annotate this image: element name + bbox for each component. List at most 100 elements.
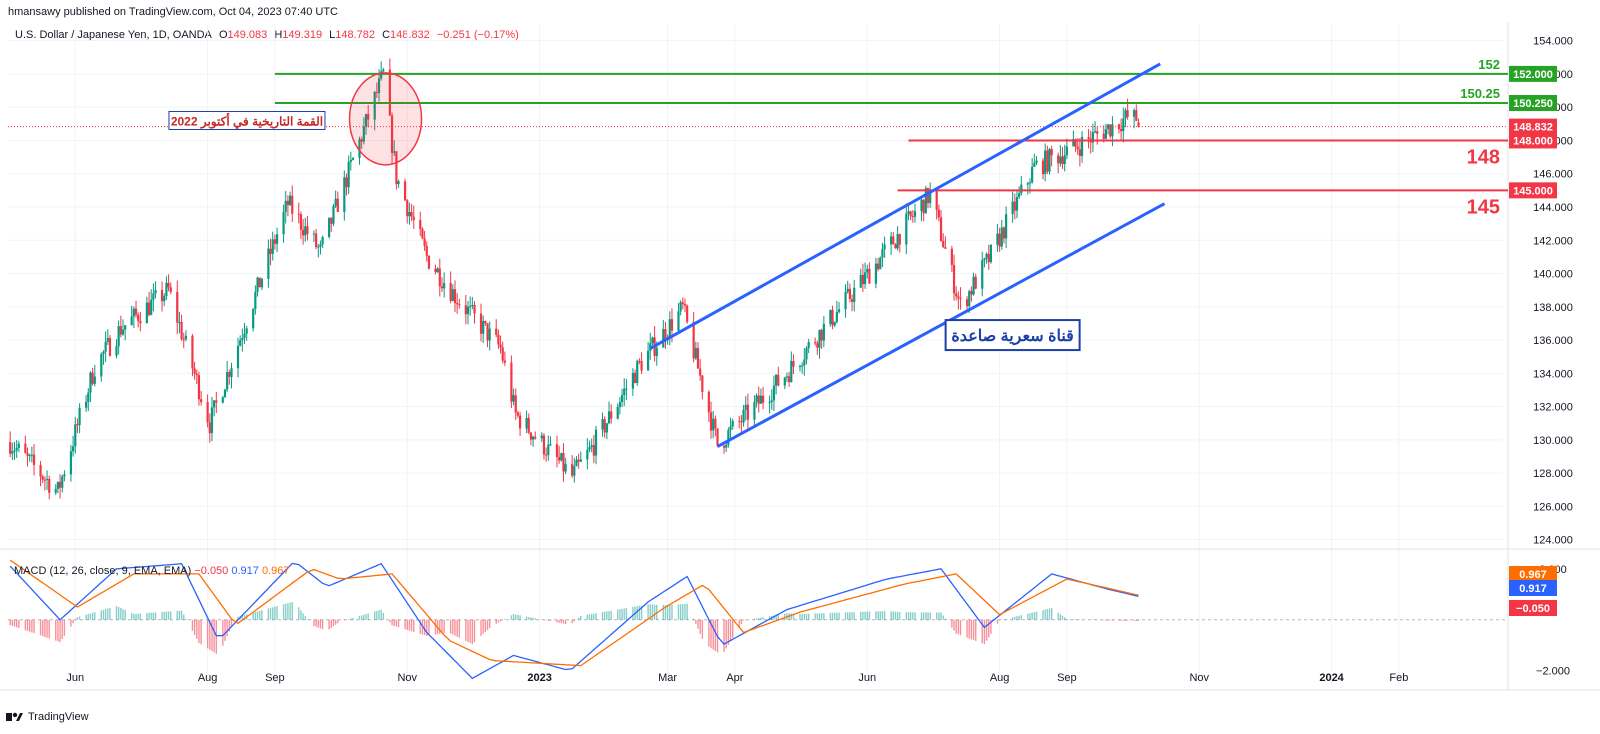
macd-last-label: −0.050	[1516, 603, 1550, 615]
candle-body	[853, 287, 856, 302]
candle-body	[883, 244, 886, 250]
candle-body	[545, 454, 548, 456]
candle-body	[41, 476, 44, 480]
candle-body	[334, 198, 337, 206]
candle-body	[1057, 155, 1060, 164]
candle-body	[833, 321, 836, 326]
candle-body	[74, 424, 77, 447]
candle-body	[299, 214, 303, 230]
candle-body	[54, 488, 57, 493]
candle-body	[668, 319, 671, 338]
published-info: hmansawy published on TradingView.com, O…	[8, 6, 338, 18]
candle-body	[562, 453, 565, 472]
macd-y-tick-label: −2.000	[1536, 666, 1570, 678]
candle-body	[336, 198, 339, 212]
candle-body	[393, 151, 396, 153]
x-tick-label: Apr	[726, 672, 743, 684]
candle-body	[876, 263, 880, 270]
candle-body	[375, 92, 378, 94]
candle-body	[184, 335, 188, 340]
candle-body	[1102, 133, 1105, 139]
candle-body	[1104, 129, 1108, 139]
candle-body	[1087, 137, 1090, 139]
candle-body	[26, 452, 29, 456]
candle-body	[69, 451, 73, 475]
candle-body	[167, 282, 170, 288]
candle-body	[108, 338, 112, 356]
candle-body	[1028, 182, 1032, 184]
candle-body	[890, 236, 893, 245]
level-text: 150.25	[1460, 86, 1500, 101]
tradingview-logo-icon	[6, 712, 23, 721]
candle-body	[269, 248, 272, 254]
candle-body	[701, 375, 704, 392]
candle-body	[983, 258, 986, 261]
level-axis-label: 148.000	[1513, 135, 1553, 147]
candle-body	[549, 444, 552, 446]
candle-body	[61, 476, 64, 488]
y-tick-label: 140.000	[1533, 269, 1573, 281]
candle-body	[230, 368, 233, 377]
y-tick-label: 128.000	[1533, 468, 1573, 480]
candle-body	[920, 199, 923, 212]
candle-body	[351, 157, 355, 160]
level-axis-badge	[1509, 65, 1557, 82]
y-tick-label: 126.000	[1533, 501, 1573, 513]
candle-body	[677, 311, 680, 331]
level-axis-badge	[1509, 95, 1557, 112]
candle-body	[907, 211, 910, 214]
candle-body	[775, 374, 778, 386]
candle-body	[753, 401, 756, 420]
candle-body	[939, 217, 943, 241]
candle-body	[1074, 139, 1077, 147]
candle-body	[317, 246, 320, 248]
candle-body	[601, 419, 604, 430]
candle-body	[124, 325, 127, 330]
channel-annotation-box	[944, 319, 1081, 352]
x-tick-label: Nov	[1189, 672, 1209, 684]
candle-body	[469, 306, 472, 308]
candle-body	[924, 188, 927, 214]
candle-body	[349, 159, 352, 162]
candle-body	[208, 422, 211, 434]
candle-body	[71, 446, 75, 452]
candle-body	[197, 375, 201, 400]
y-tick-label: 142.000	[1533, 235, 1573, 247]
candle-body	[1059, 156, 1062, 164]
candle-body	[670, 319, 674, 331]
candle-body	[540, 435, 543, 439]
candle-body	[516, 412, 520, 416]
candle-body	[215, 400, 218, 403]
peak-highlight-ellipse[interactable]	[348, 72, 423, 166]
candle-body	[651, 337, 654, 344]
brand: TradingView	[28, 711, 89, 723]
candle-body	[972, 276, 975, 295]
candle-body	[564, 464, 567, 472]
channel-upper-line[interactable]	[649, 62, 1161, 350]
candle-body	[820, 329, 823, 341]
candle-body	[783, 377, 786, 386]
candle-body	[922, 199, 925, 214]
candle-body	[1035, 160, 1038, 164]
candle-body	[239, 340, 242, 346]
candle-body	[406, 200, 409, 217]
candle-body	[1026, 183, 1029, 185]
candle-body	[486, 323, 489, 341]
candle-body	[213, 400, 216, 408]
candle-body	[731, 420, 734, 427]
candle-body	[874, 263, 878, 284]
candle-body	[1093, 131, 1097, 133]
macd-last-label: 0.917	[1519, 583, 1547, 595]
channel-lower-line[interactable]	[716, 202, 1166, 448]
candle-body	[1031, 166, 1034, 183]
candle-body	[206, 402, 209, 423]
candle-body	[1002, 227, 1006, 239]
candle-body	[1011, 201, 1014, 215]
candle-body	[529, 432, 533, 440]
candle-body	[1033, 163, 1036, 167]
macd-value: 0.917	[231, 565, 259, 577]
candle-body	[1072, 139, 1075, 147]
candle-body	[905, 213, 908, 245]
candle-body	[714, 418, 717, 429]
